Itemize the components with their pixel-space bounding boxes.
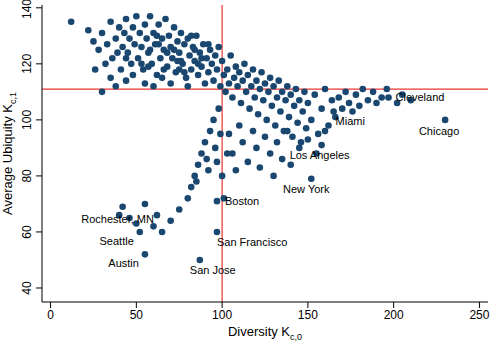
svg-text:250: 250 xyxy=(469,308,489,322)
svg-text:100: 100 xyxy=(212,308,232,322)
svg-text:50: 50 xyxy=(130,308,144,322)
svg-text:Average Ubiquity Kc,1: Average Ubiquity Kc,1 xyxy=(8,92,18,215)
svg-text:Boston: Boston xyxy=(225,195,259,207)
svg-text:Chicago: Chicago xyxy=(419,125,459,137)
svg-text:Cleveland: Cleveland xyxy=(396,91,445,103)
svg-text:140: 140 xyxy=(20,0,34,19)
svg-text:Los Angeles: Los Angeles xyxy=(290,149,350,161)
svg-text:Diversity Kc,0: Diversity Kc,0 xyxy=(228,324,302,342)
svg-text:60: 60 xyxy=(20,225,34,239)
svg-text:Seattle: Seattle xyxy=(100,235,134,247)
svg-text:San Jose: San Jose xyxy=(190,264,236,276)
svg-text:0: 0 xyxy=(47,308,54,322)
svg-text:40: 40 xyxy=(20,281,34,295)
svg-text:Rochester, MN: Rochester, MN xyxy=(81,213,154,225)
svg-text:200: 200 xyxy=(384,308,404,322)
svg-text:150: 150 xyxy=(298,308,318,322)
svg-text:120: 120 xyxy=(20,54,34,74)
svg-text:Miami: Miami xyxy=(336,115,365,127)
svg-text:Austin: Austin xyxy=(108,257,139,269)
svg-text:100: 100 xyxy=(20,110,34,130)
svg-text:New York: New York xyxy=(283,183,330,195)
svg-text:San Francisco: San Francisco xyxy=(217,236,287,248)
svg-text:80: 80 xyxy=(20,169,34,183)
